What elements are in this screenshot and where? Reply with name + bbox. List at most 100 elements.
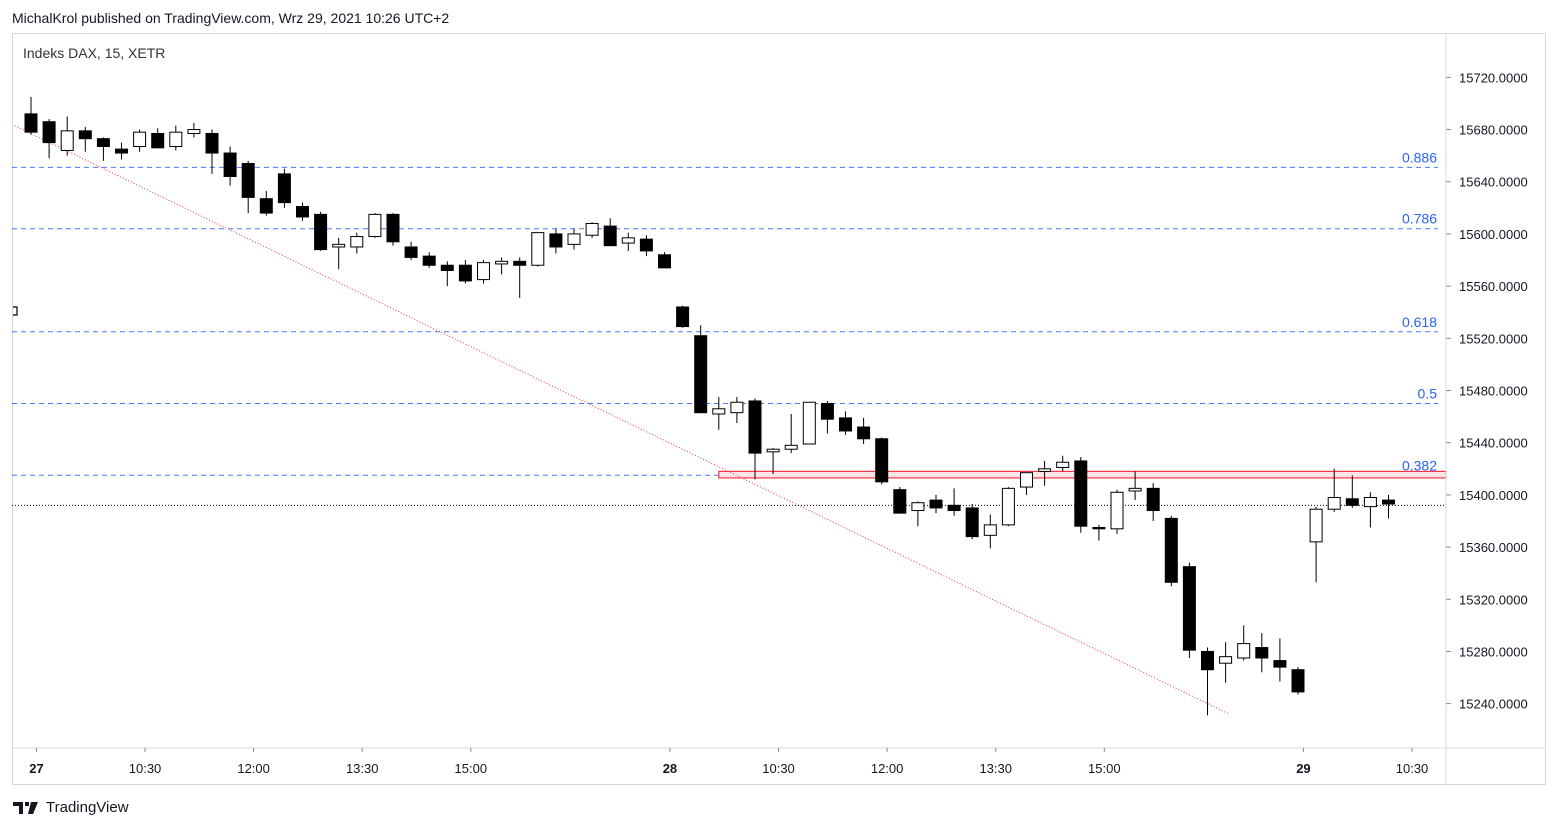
price-tick-label: 15360.0000 <box>1459 540 1528 555</box>
time-tick-label: 29 <box>1296 761 1310 776</box>
candle-body <box>350 236 364 248</box>
candle <box>24 96 38 135</box>
candle <box>875 437 889 485</box>
tradingview-logo[interactable]: TradingView <box>12 799 129 816</box>
candle <box>784 413 798 454</box>
candle-body <box>241 162 255 198</box>
candle-body <box>60 130 74 151</box>
candle-body <box>1074 460 1088 527</box>
candle <box>911 501 925 527</box>
candle <box>60 116 74 156</box>
candle <box>1146 483 1160 521</box>
candle-body <box>1128 487 1142 492</box>
price-tick-label: 15720.0000 <box>1459 70 1528 85</box>
candle-body <box>151 132 165 149</box>
candle-body <box>169 131 183 148</box>
price-tick-label: 15280.0000 <box>1459 644 1528 659</box>
candle-body <box>658 254 671 269</box>
candle <box>277 168 291 208</box>
candle <box>223 146 237 186</box>
candle <box>676 305 690 328</box>
candle <box>1219 642 1233 683</box>
time-tick-label: 28 <box>663 761 677 776</box>
candle <box>314 211 328 251</box>
candle <box>1128 471 1142 501</box>
candle <box>259 190 273 216</box>
candle-body <box>277 173 291 204</box>
candle <box>1309 506 1323 583</box>
candle <box>96 137 110 161</box>
candle-body <box>42 121 56 144</box>
candle <box>169 125 183 151</box>
candle <box>603 218 617 247</box>
publish-info: MichalKrol published on TradingView.com,… <box>12 10 450 26</box>
symbol-title[interactable]: Indeks DAX, 15, XETR <box>23 45 166 61</box>
candle-body <box>893 489 907 514</box>
candle-body <box>1001 487 1015 526</box>
time-tick-label: 10:30 <box>762 761 795 776</box>
candle-body <box>458 264 472 282</box>
fibonacci-levels: 0.886 0.786 0.618 0.5 0.382 <box>12 149 1438 476</box>
candle <box>386 213 400 246</box>
candle <box>947 488 961 516</box>
candle <box>187 123 201 138</box>
candle <box>766 447 780 475</box>
candle <box>893 487 907 514</box>
price-tick-label: 15480.0000 <box>1459 384 1528 399</box>
candle <box>621 232 635 251</box>
time-tick-label: 15:00 <box>1088 761 1121 776</box>
candle-body <box>1038 468 1052 472</box>
fib-level-label: 0.886 <box>1402 149 1437 165</box>
candle <box>332 237 346 270</box>
candle-body <box>676 306 690 328</box>
candle-body <box>875 438 889 483</box>
candle <box>1201 647 1214 716</box>
fib-level-label: 0.618 <box>1402 314 1437 330</box>
candle <box>658 252 671 269</box>
candle-body <box>314 213 328 251</box>
drawing-handle <box>13 306 18 316</box>
candle-body <box>748 400 762 454</box>
time-tick-label: 10:30 <box>1396 761 1429 776</box>
candle-body <box>911 502 925 512</box>
candle-body <box>1092 526 1106 530</box>
candle-body <box>784 444 798 450</box>
candle <box>1056 455 1070 472</box>
candle-body <box>404 246 418 258</box>
candle-body <box>1291 669 1305 693</box>
candle <box>820 400 834 434</box>
candle <box>477 260 490 284</box>
candle <box>296 202 309 221</box>
candle <box>929 494 943 514</box>
candle <box>567 228 581 250</box>
candle-body <box>1164 517 1178 583</box>
candle <box>133 129 147 152</box>
candle-body <box>766 448 780 453</box>
candle-body <box>820 403 834 420</box>
fib-level-label: 0.5 <box>1418 386 1438 402</box>
price-tick-label: 15640.0000 <box>1459 175 1528 190</box>
candle <box>1255 633 1269 673</box>
candle <box>458 260 472 284</box>
candle-body <box>187 129 201 134</box>
candle-body <box>133 131 147 148</box>
time-tick-label: 13:30 <box>346 761 379 776</box>
axes-layer: 15720.0000 15680.0000 15640.0000 15600.0000… <box>12 33 1546 785</box>
trendline-layer <box>14 125 1230 715</box>
candle-body <box>205 132 219 154</box>
candle-body <box>495 260 509 265</box>
candle-body <box>947 504 961 512</box>
candle-body <box>639 238 653 252</box>
price-tick-label: 15520.0000 <box>1459 331 1528 346</box>
candle <box>639 235 653 257</box>
candle-body <box>983 524 997 536</box>
time-tick-label: 13:30 <box>979 761 1012 776</box>
candle-body <box>1201 650 1214 671</box>
candle <box>1363 492 1377 528</box>
candle <box>115 142 128 160</box>
candle <box>531 232 545 267</box>
candle-body <box>1255 647 1269 659</box>
candle-body <box>857 426 871 440</box>
chart-pane[interactable] <box>12 33 1546 785</box>
